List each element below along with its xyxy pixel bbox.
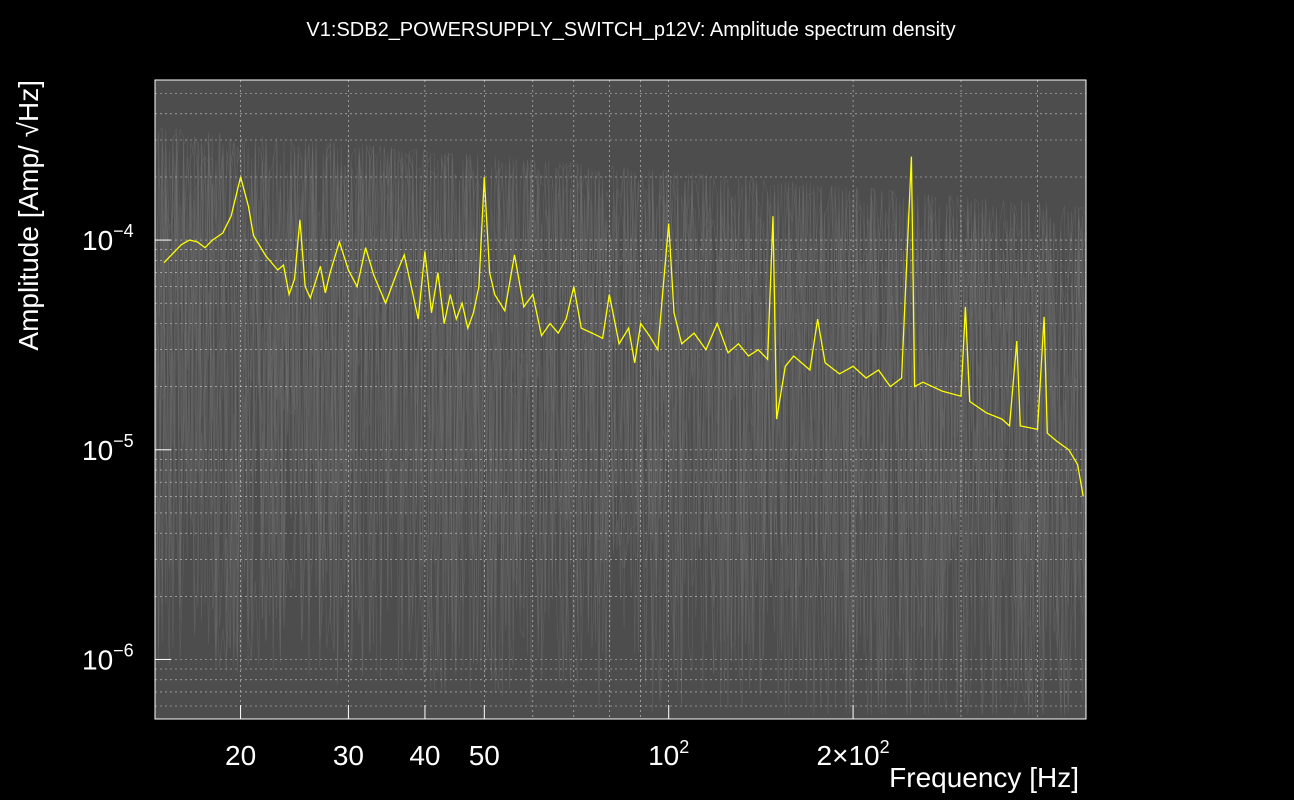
history-trace xyxy=(154,135,1087,715)
history-traces xyxy=(154,126,1087,715)
y-tick-exponent: −4 xyxy=(113,221,134,241)
series-line xyxy=(163,156,1084,497)
x-tick-label: 40 xyxy=(409,740,440,771)
series-layer xyxy=(163,156,1084,497)
grid-lines xyxy=(155,80,1086,719)
x-tick-exponent: 2 xyxy=(679,737,689,757)
x-axis-title: Frequency [Hz] xyxy=(889,762,1079,793)
plot-frame xyxy=(154,79,1087,720)
history-trace xyxy=(154,132,1087,715)
x-tick-label: 20 xyxy=(225,740,256,771)
plot-area xyxy=(154,79,1087,720)
history-trace xyxy=(154,137,1087,715)
y-tick-exponent: −6 xyxy=(113,641,134,661)
history-trace xyxy=(154,128,1087,715)
x-tick-label: 30 xyxy=(333,740,364,771)
y-tick-exponent: −5 xyxy=(113,431,134,451)
x-tick-label: 2×102 xyxy=(817,737,890,771)
history-trace xyxy=(154,128,1087,715)
x-tick-exponent: 2 xyxy=(880,737,890,757)
chart-title: V1:SDB2_POWERSUPPLY_SWITCH_p12V: Amplitu… xyxy=(306,19,955,41)
history-trace xyxy=(154,143,1087,715)
x-tick-label: 50 xyxy=(469,740,500,771)
y-axis-title: Amplitude [Amp/ √Hz] xyxy=(13,80,44,351)
x-axis-ticks: 20 30 40 50 102 2×102 xyxy=(225,705,890,771)
